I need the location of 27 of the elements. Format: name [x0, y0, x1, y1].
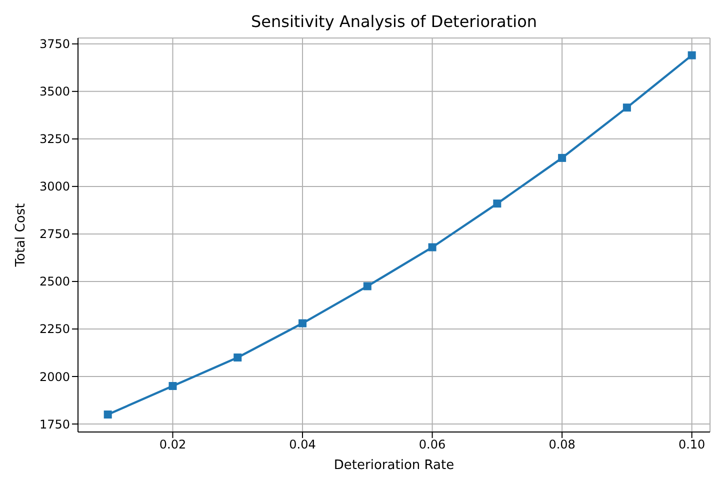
- y-tick-label: 1750: [39, 417, 70, 432]
- y-tick-label: 3750: [39, 37, 70, 52]
- point: [688, 51, 696, 60]
- x-tick-label: 0.02: [159, 438, 186, 452]
- y-tick-label: 2250: [39, 322, 70, 336]
- y-tick-label: 2000: [39, 370, 70, 384]
- y-axis-title: Total Cost: [14, 203, 29, 268]
- point: [168, 382, 177, 390]
- y-tick-label: 3500: [39, 84, 70, 99]
- x-tick-label: 0.08: [548, 438, 576, 452]
- y-tick-label: 3000: [39, 180, 70, 194]
- x-tick-label: 0.06: [418, 438, 446, 452]
- point: [298, 319, 307, 328]
- point: [558, 154, 566, 162]
- point: [428, 243, 436, 252]
- point: [363, 282, 372, 290]
- x-tick-label: 0.04: [289, 438, 316, 452]
- point: [104, 410, 112, 419]
- x-tick-label: 0.10: [678, 438, 706, 452]
- point: [493, 200, 502, 208]
- y-tick-label: 3250: [39, 132, 70, 146]
- point: [234, 353, 242, 362]
- y-tick-label: 2750: [39, 227, 70, 242]
- x-axis-title: Deterioration Rate: [334, 458, 454, 473]
- chart-title: Sensitivity Analysis of Deterioration: [250, 12, 538, 31]
- y-tick-label: 2500: [39, 274, 70, 289]
- point: [622, 104, 631, 112]
